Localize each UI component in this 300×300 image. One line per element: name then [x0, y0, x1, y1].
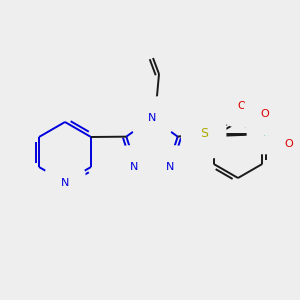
- Text: O: O: [285, 139, 294, 149]
- Text: O: O: [261, 109, 269, 119]
- Text: N: N: [130, 162, 138, 172]
- Text: N: N: [166, 162, 174, 172]
- Text: N: N: [61, 178, 69, 188]
- Text: O: O: [237, 101, 246, 111]
- Text: NH: NH: [263, 128, 280, 138]
- Text: S: S: [200, 127, 208, 140]
- Text: N: N: [148, 113, 156, 123]
